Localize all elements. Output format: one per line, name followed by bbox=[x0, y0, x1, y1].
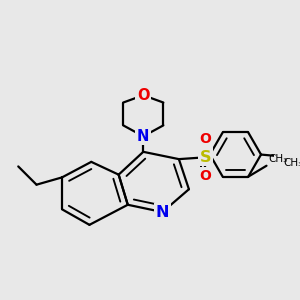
Text: O: O bbox=[200, 132, 211, 146]
Text: S: S bbox=[200, 150, 211, 165]
Text: O: O bbox=[200, 169, 211, 183]
Text: CH₃: CH₃ bbox=[283, 158, 300, 168]
Text: N: N bbox=[156, 205, 169, 220]
Text: O: O bbox=[137, 88, 149, 103]
Text: CH₃: CH₃ bbox=[268, 154, 288, 164]
Text: N: N bbox=[137, 129, 149, 144]
